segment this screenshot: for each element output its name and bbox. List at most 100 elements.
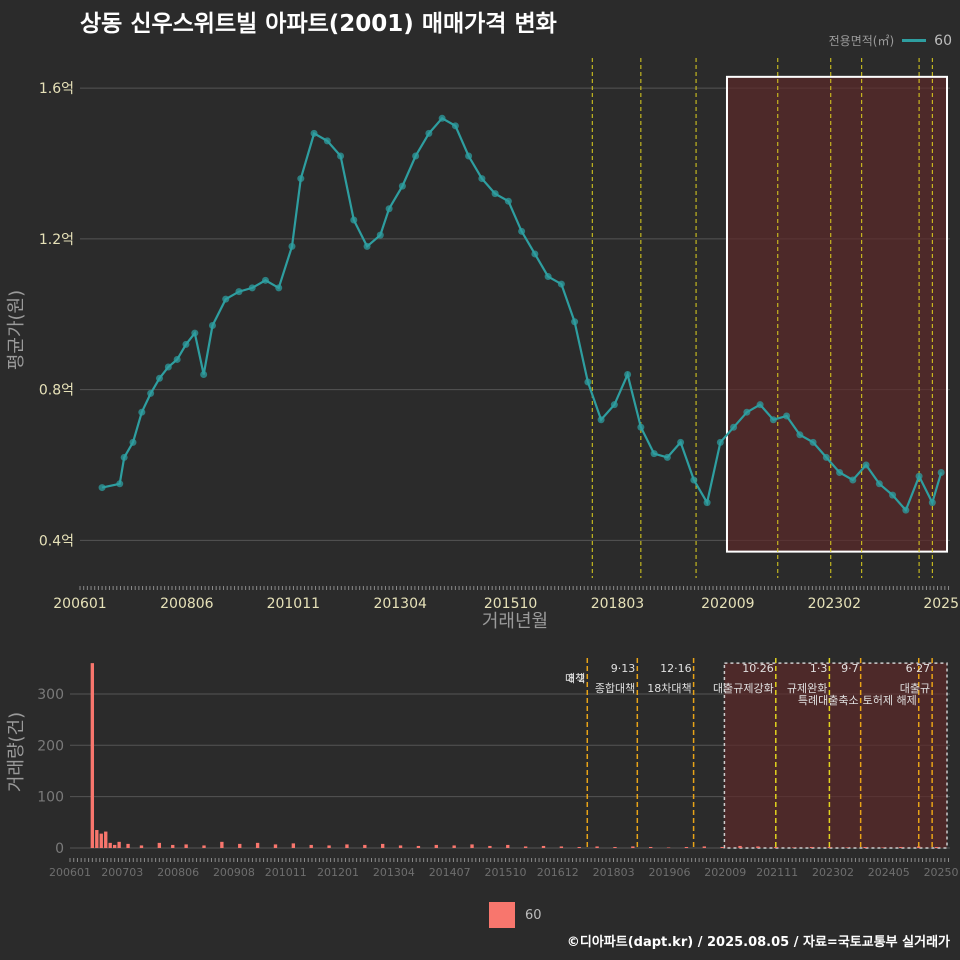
- volume-bar: [577, 846, 581, 848]
- price-x-tick-label: 201011: [267, 596, 320, 612]
- event-label: 토허제 해제: [863, 693, 917, 707]
- volume-bar: [255, 842, 260, 848]
- event-label: 규제완화: [787, 682, 827, 695]
- volume-bar: [90, 663, 95, 848]
- volume-x-tick-label: 201906: [648, 866, 690, 879]
- volume-bar: [881, 847, 885, 848]
- price-highlight-box: [725, 75, 948, 553]
- volume-bar: [238, 843, 242, 848]
- volume-bar: [702, 846, 706, 848]
- event-date-label: 1·3: [810, 662, 828, 675]
- legend-bottom: 60: [489, 902, 542, 928]
- volume-x-tick-label: 201011: [265, 866, 307, 879]
- price-x-tick-label: 202302: [808, 596, 861, 612]
- volume-bar: [126, 843, 130, 848]
- volume-x-tick-label: 201304: [373, 866, 415, 879]
- price-chart: 0.4억 0.8억 1.2억 1.6억 200601 200806 201011 201304…: [6, 58, 959, 632]
- price-x-tick-label: 200806: [160, 596, 214, 612]
- volume-bar: [934, 846, 939, 848]
- volume-bar: [112, 844, 117, 848]
- volume-bar: [684, 846, 689, 848]
- volume-bar: [363, 844, 367, 848]
- chart-title: 상동 신우스위트빌 아파트(2001) 매매가격 변화: [80, 11, 557, 37]
- volume-x-tick-label: 201201: [317, 866, 359, 879]
- volume-x-tick-label: 202111: [756, 866, 798, 879]
- legend-title: 전용면적(㎡): [828, 34, 895, 48]
- volume-y-tick-label: 200: [37, 738, 64, 754]
- event-date-label: 9·7: [841, 662, 859, 675]
- volume-x-tick-label: 200908: [213, 866, 255, 879]
- legend-bar-label: 60: [525, 907, 542, 923]
- volume-bar: [488, 845, 492, 848]
- volume-bar: [99, 833, 103, 848]
- legend-series-label: 60: [934, 32, 952, 49]
- price-x-tick-label: 201510: [484, 596, 537, 612]
- event-label: 종합대책: [595, 682, 635, 695]
- volume-x-tick-label: 200806: [157, 866, 199, 879]
- volume-bar: [666, 847, 671, 848]
- volume-bar: [827, 846, 832, 848]
- volume-bar: [184, 844, 188, 848]
- volume-x-tick-label: 200703: [101, 866, 143, 879]
- footer-credit: ©디아파트(dapt.kr) / 2025.08.05 / 자료=국토교통부 실…: [566, 935, 950, 950]
- event-label: 대출규제강화: [713, 682, 774, 695]
- volume-x-tick-label: 202405: [868, 866, 910, 879]
- volume-bar: [506, 844, 510, 848]
- volume-bar: [273, 844, 278, 848]
- price-x-tick-label: 2025: [923, 596, 959, 612]
- volume-bar: [171, 844, 175, 848]
- volume-bar: [95, 830, 99, 848]
- event-label: 대출규: [900, 682, 930, 695]
- volume-y-tick-label: 0: [55, 841, 64, 857]
- volume-bar: [631, 846, 635, 848]
- volume-chart: 0 100 200 300 8·2대책 9·13 종합대책 12·16 18차대책 10·26 대출…: [6, 658, 959, 879]
- volume-bar: [791, 847, 796, 848]
- price-y-tick-label: 1.2억: [39, 232, 74, 248]
- volume-bar: [774, 846, 778, 848]
- price-x-tick-label: 200601: [53, 596, 106, 612]
- volume-bar: [649, 846, 653, 848]
- volume-bar: [104, 831, 108, 848]
- event-date-label: 10·26: [742, 662, 774, 675]
- volume-bar: [863, 846, 867, 848]
- volume-y-tick-label: 300: [37, 687, 64, 703]
- volume-bar: [917, 846, 921, 848]
- volume-bar: [595, 846, 599, 848]
- volume-bar: [345, 844, 349, 848]
- volume-bar: [220, 841, 224, 848]
- volume-bar: [157, 842, 162, 848]
- event-date-label: 9·13: [611, 662, 636, 675]
- volume-x-tick-label: 202009: [704, 866, 746, 879]
- volume-highlight-box: [723, 662, 948, 849]
- volume-bar: [202, 845, 206, 848]
- volume-bar: [309, 844, 313, 848]
- volume-x-tick-label: 201612: [537, 866, 579, 879]
- volume-bar: [117, 841, 121, 848]
- volume-y-axis-title: 거래량(건): [6, 712, 27, 792]
- legend-line-swatch: [902, 39, 927, 42]
- event-label: 대책: [565, 672, 585, 685]
- volume-bar: [381, 843, 385, 848]
- price-x-tick-label: 202009: [701, 596, 754, 612]
- volume-bar: [108, 842, 112, 848]
- volume-bar: [470, 844, 474, 848]
- volume-bar: [523, 846, 528, 848]
- event-label: 18차대책: [647, 682, 691, 695]
- volume-bar: [416, 845, 421, 848]
- volume-x-tick-label: 20250: [924, 866, 959, 879]
- price-x-axis-title: 거래년월: [482, 611, 548, 632]
- price-point: [98, 484, 106, 492]
- volume-x-tick-label: 201510: [485, 866, 527, 879]
- event-date-label: 12·16: [660, 662, 692, 675]
- legend-bar-swatch: [489, 902, 515, 928]
- event-label: 특례대출축소: [798, 694, 859, 707]
- volume-bar: [738, 845, 742, 848]
- volume-bar: [398, 845, 403, 848]
- event-date-label: 6·27: [906, 662, 931, 675]
- price-x-tick-label: 201803: [591, 596, 644, 612]
- price-y-tick-label: 0.4억: [39, 533, 74, 549]
- event-date-label: 8·2: [568, 672, 586, 685]
- volume-bar: [434, 844, 438, 848]
- volume-bar: [291, 843, 296, 848]
- volume-bar: [756, 846, 760, 848]
